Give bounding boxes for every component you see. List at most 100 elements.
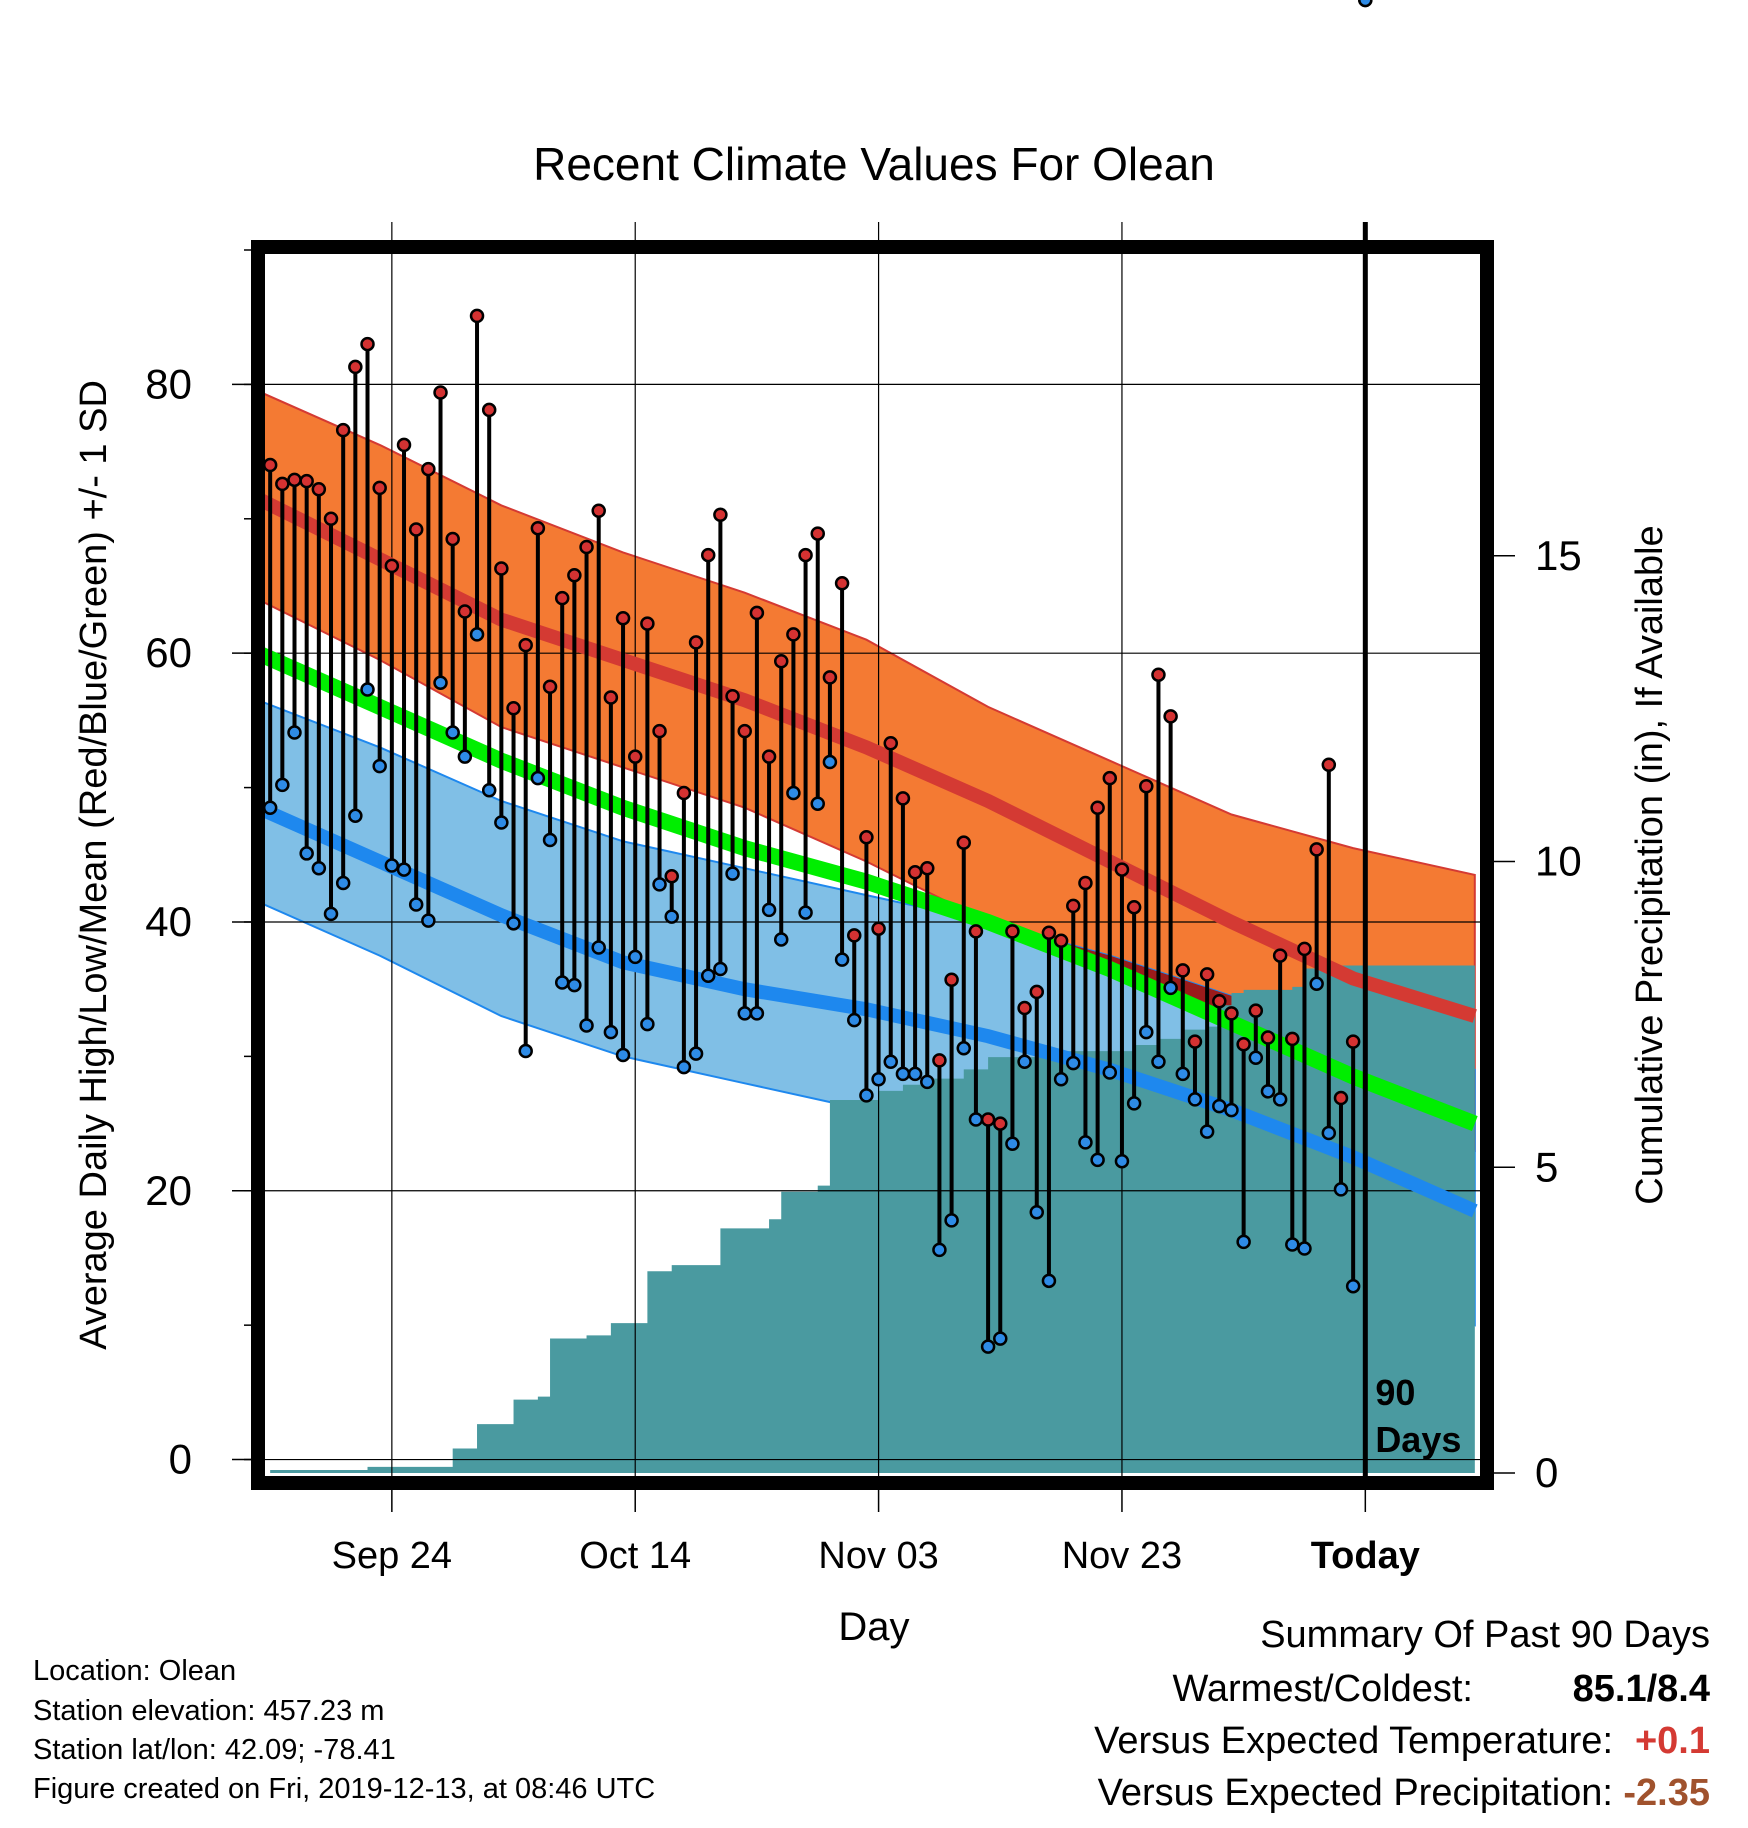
high-temp-point (275, 476, 290, 492)
low-temp-point (287, 725, 302, 740)
location-text: Location: Olean (33, 1655, 237, 1687)
low-temp-point (421, 913, 436, 928)
high-temp-point (822, 670, 838, 685)
low-temp-point (1066, 1055, 1081, 1071)
low-temp-point (1102, 1065, 1118, 1080)
high-temp-point (676, 785, 692, 801)
high-temp-point (323, 511, 339, 527)
high-temp-point (846, 928, 862, 943)
low-temp-point (859, 1088, 874, 1103)
low-temp-point (627, 949, 643, 965)
high-temp-point (591, 503, 606, 518)
low-temp-point (1151, 1054, 1166, 1069)
low-temp-point (311, 860, 327, 876)
low-temp-point (1345, 1278, 1361, 1294)
high-temp-point (481, 402, 497, 418)
low-temp-point (554, 975, 570, 990)
high-temp-point (871, 921, 886, 936)
y-axis-label: Average Daily High/Low/Mean (Red/Blue/Gr… (73, 380, 115, 1350)
low-temp-point (275, 777, 290, 793)
high-temp-point (700, 547, 716, 563)
x-tick-label: Oct 14 (579, 1535, 691, 1577)
high-temp-point (433, 385, 448, 400)
x-axis-label: Day (838, 1605, 909, 1649)
high-temp-point (956, 835, 972, 850)
y-tick-label: 40 (145, 898, 192, 945)
high-temp-point (1151, 667, 1166, 682)
low-temp-point (1248, 1050, 1264, 1065)
low-temp-point (944, 1213, 959, 1228)
low-temp-point (323, 906, 339, 922)
high-temp-point (1297, 941, 1312, 957)
high-temp-point (883, 735, 899, 751)
grid-lines (258, 222, 1487, 1483)
x-tick-label: Nov 03 (818, 1535, 938, 1577)
high-mean-line (258, 492, 1477, 1023)
low-temp-point (1126, 1096, 1142, 1111)
y-tick-label: 60 (145, 629, 192, 676)
low-temp-point (834, 952, 850, 967)
low-temp-point (506, 916, 521, 931)
high-temp-point (725, 688, 740, 704)
summary-precip-value: -2.35 (1623, 1772, 1710, 1814)
low-temp-point (1041, 1273, 1057, 1289)
high-temp-point (1090, 800, 1105, 815)
low-temp-point (1224, 1102, 1239, 1118)
y-tick-label: 20 (145, 1167, 192, 1214)
low-temp-point (1309, 976, 1324, 992)
high-temp-point (1199, 967, 1215, 982)
y2-tick-label: 0 (1535, 1449, 1558, 1496)
high-temp-point (932, 1053, 947, 1068)
high-temp-point (640, 616, 655, 631)
high-temp-point (1224, 1006, 1239, 1021)
high-temp-point (1321, 757, 1337, 772)
y-ticks (232, 249, 251, 1461)
high-temp-point (457, 604, 473, 619)
high-temp-point (1212, 994, 1227, 1009)
created-text: Figure created on Fri, 2019-12-13, at 08… (33, 1773, 656, 1805)
high-temp-point (749, 605, 765, 621)
summary-warm-cold-value: 85.1/8.4 (1572, 1668, 1710, 1710)
high-temp-point (713, 507, 728, 523)
low-temp-point (384, 858, 400, 873)
low-temp-point (786, 785, 801, 801)
high-temp-point (360, 336, 375, 352)
high-temp-point (1187, 1034, 1203, 1049)
low-temp-point (688, 1046, 704, 1061)
low-temp-point (700, 968, 716, 983)
low-temp-point (956, 1041, 972, 1056)
low-temp-point (1358, 0, 1373, 8)
summary-title: Summary Of Past 90 Days (1260, 1614, 1710, 1656)
x-tick-label: Nov 23 (1062, 1535, 1182, 1577)
low-temp-point (932, 1242, 947, 1258)
high-temp-point (469, 308, 485, 324)
high-temp-point (335, 422, 351, 438)
high-temp-point (968, 924, 984, 939)
low-temp-point (335, 875, 351, 891)
low-temp-point (676, 1059, 692, 1075)
y2-axis-label: Cumulative Precipitation (in), If Availa… (1629, 525, 1671, 1204)
low-temp-point (883, 1054, 899, 1069)
today-days-label: Days (1375, 1419, 1461, 1460)
low-temp-point (822, 754, 838, 770)
high-temp-point (287, 472, 302, 488)
high-temp-point (1078, 875, 1093, 891)
low-temp-point (1029, 1205, 1045, 1220)
high-temp-point (603, 690, 619, 705)
low-temp-point (993, 1331, 1008, 1346)
low-temp-point (1005, 1136, 1020, 1151)
low-temp-point (810, 796, 825, 811)
y2-tick-label: 10 (1535, 838, 1582, 885)
y2-tick-label: 15 (1535, 532, 1582, 579)
high-temp-point (1041, 925, 1057, 940)
high-temp-point (1309, 842, 1324, 857)
low-temp-point (773, 932, 789, 947)
low-temp-point (481, 783, 497, 798)
high-temp-point (1029, 984, 1045, 1000)
low-temp-point (713, 961, 728, 977)
high-temp-point (993, 1116, 1008, 1131)
high-temp-point (1114, 862, 1130, 877)
low-temp-point (907, 1066, 923, 1082)
x-tick-label: Today (1311, 1535, 1420, 1577)
low-temp-point (1285, 1237, 1300, 1252)
